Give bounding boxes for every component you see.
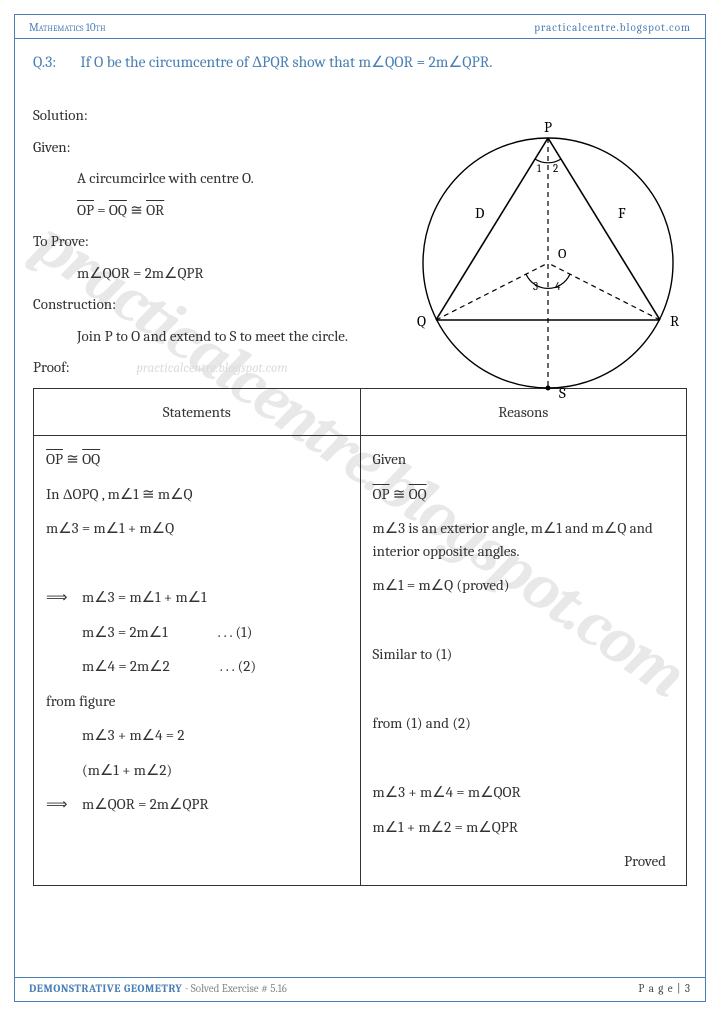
label-given: Given: [33, 132, 403, 164]
question-number: Q.3: [33, 53, 77, 71]
faint-url: practicalcentre.blogspot.com [96, 361, 287, 376]
reasons-cell: Given OP ≅ OQ m∠3 is an exterior angle, … [360, 436, 687, 886]
label-solution: Solution: [33, 100, 403, 132]
label-construction: Construction: [33, 289, 403, 321]
angle-4: 4 [555, 280, 561, 293]
table-body-row: OP ≅ OQ In ΔOPQ , m∠1 ≅ m∠Q m∠3 = m∠1 + … [34, 436, 687, 886]
angle-2: 2 [553, 162, 558, 175]
angle-1: 1 [537, 162, 542, 175]
page-header: Mathematics 10th practicalcentre.blogspo… [15, 15, 705, 39]
footer-exercise: - Solved Exercise # 5.16 [185, 982, 287, 995]
header-right: practicalcentre.blogspot.com [534, 21, 691, 34]
circumcircle-diagram: P Q R O S D F 1 2 3 4 [403, 108, 693, 408]
col-statements: Statements [34, 388, 361, 436]
footer-page: P a g e | 3 [638, 982, 691, 995]
statements-cell: OP ≅ OQ In ΔOPQ , m∠1 ≅ m∠Q m∠3 = m∠1 + … [34, 436, 361, 886]
label-p: P [544, 118, 552, 136]
label-r: R [670, 312, 680, 330]
solution-left: Solution: Given: A circumcirlce with cen… [33, 100, 403, 384]
page-frame: practicalcentre.blogspot.com Mathematics… [14, 14, 706, 1002]
label-toprove: To Prove: [33, 226, 403, 258]
angle-3: 3 [533, 280, 538, 293]
label-s: S [559, 384, 566, 402]
footer-left: DEMONSTRATIVE GEOMETRY - Solved Exercise… [29, 982, 287, 995]
header-left: Mathematics 10th [29, 21, 106, 34]
label-o: O [558, 245, 567, 262]
page-content: Q.3: If O be the circumcentre of ΔPQR sh… [15, 39, 705, 896]
proof-table: Statements Reasons OP ≅ OQ In ΔOPQ , m∠1… [33, 388, 687, 886]
given-line-2: OP = OQ ≅ OR [33, 195, 403, 227]
label-d: D [475, 204, 484, 222]
given-line-1: A circumcirlce with centre O. [33, 163, 403, 195]
proof-row: Proof: practicalcentre.blogspot.com [33, 352, 403, 384]
label-f: F [618, 204, 626, 222]
question-text: If O be the circumcentre of ΔPQR show th… [80, 53, 492, 71]
page-footer: DEMONSTRATIVE GEOMETRY - Solved Exercise… [15, 977, 705, 1001]
toprove-line: m∠QOR = 2m∠QPR [33, 258, 403, 290]
footer-chapter: DEMONSTRATIVE GEOMETRY [29, 982, 182, 995]
construction-line: Join P to O and extend to S to meet the … [33, 321, 403, 353]
solution-body: P Q R O S D F 1 2 3 4 Solution: Given: A… [33, 100, 687, 886]
label-proof: Proof: [33, 352, 93, 384]
label-q: Q [417, 312, 426, 330]
question-line: Q.3: If O be the circumcentre of ΔPQR sh… [33, 53, 687, 72]
